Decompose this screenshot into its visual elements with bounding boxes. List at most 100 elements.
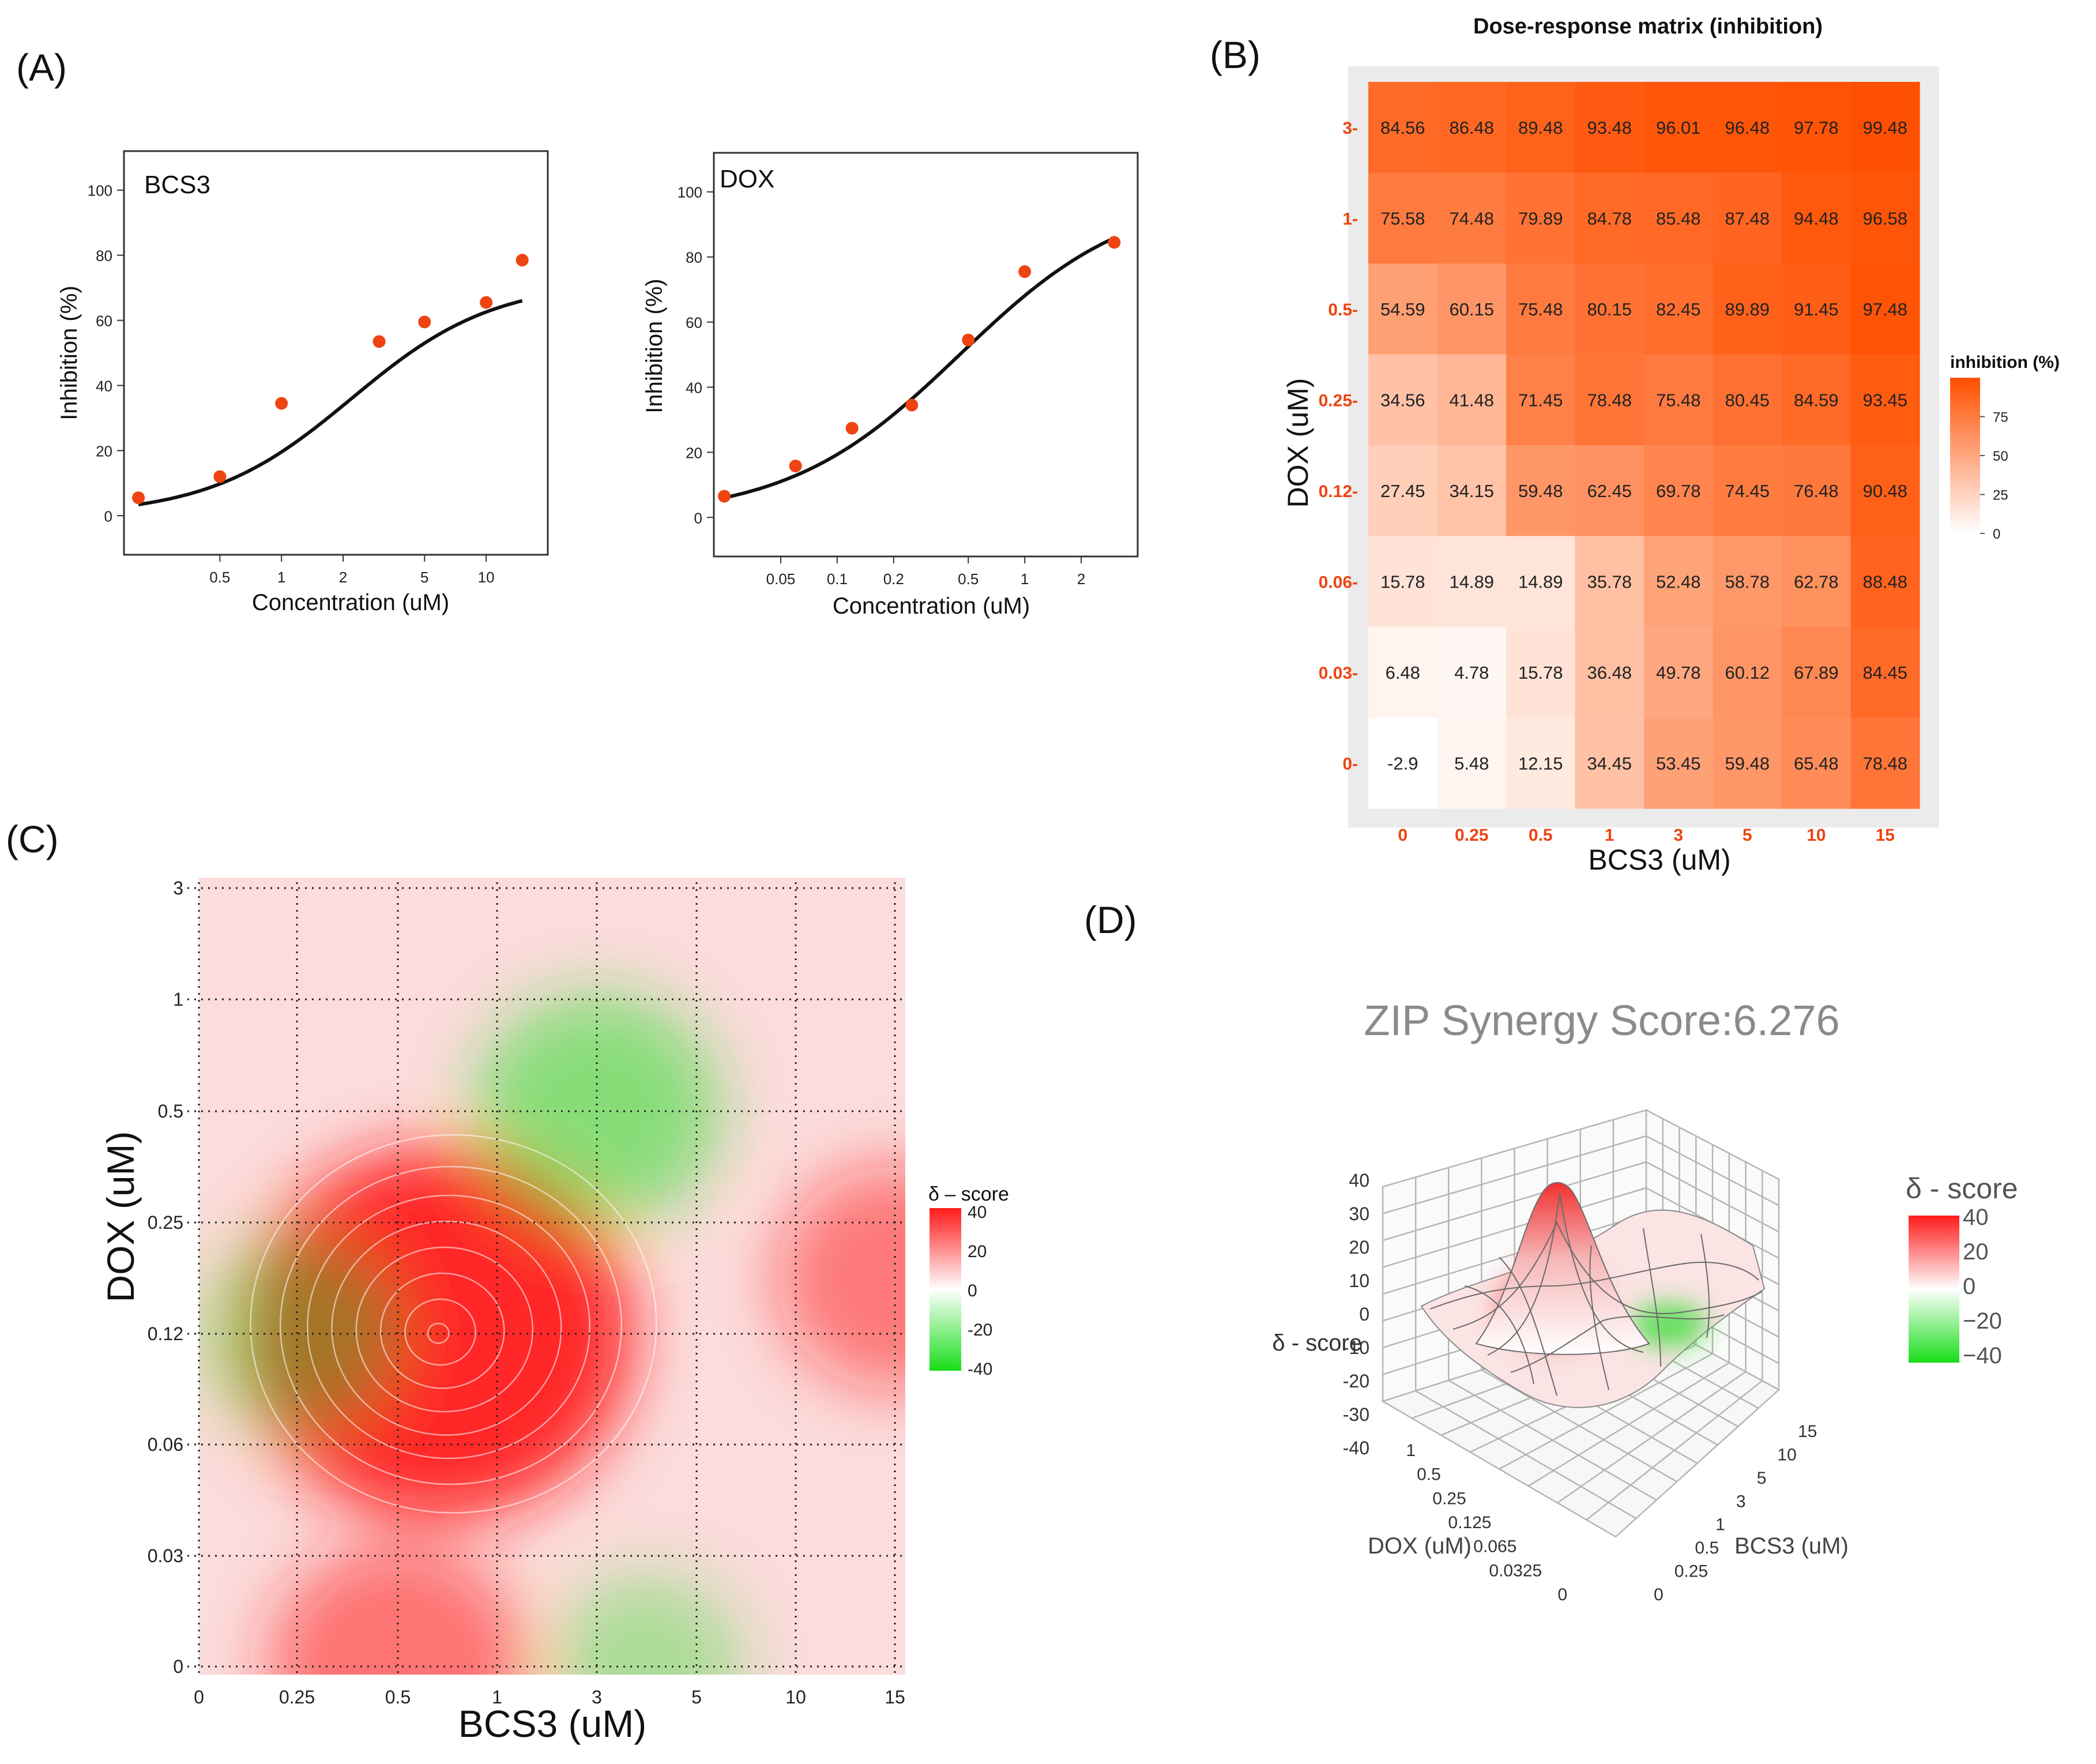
heatmap-cell bbox=[1575, 445, 1645, 537]
cell-value: 4.78 bbox=[1454, 663, 1489, 683]
legend: inhibition (%) 75 50 25 0 bbox=[1950, 353, 2060, 542]
cell-value: 27.45 bbox=[1380, 481, 1425, 501]
dox-tick-labels: 0 0.0325 0.065 0.125 0.25 0.51 bbox=[1406, 1441, 1567, 1604]
x-tick-label: 5 bbox=[691, 1687, 702, 1707]
cell-value: 99.48 bbox=[1862, 118, 1907, 138]
y-tick-label: 20 bbox=[96, 442, 112, 460]
cell-value: 52.48 bbox=[1656, 571, 1701, 592]
heatmap-cell bbox=[1713, 627, 1782, 719]
heatmap-cell bbox=[1506, 536, 1576, 627]
x-tick-label: 0.5 bbox=[958, 570, 979, 588]
contour-line bbox=[427, 1322, 450, 1344]
mesh-line bbox=[1452, 1221, 1762, 1330]
x-tick-label: 15 bbox=[1876, 826, 1895, 845]
heatmap-cell bbox=[1850, 172, 1920, 264]
legend-tick-label: −40 bbox=[1963, 1343, 2002, 1368]
cell-value: 96.48 bbox=[1725, 118, 1770, 138]
cell-value: 74.48 bbox=[1449, 208, 1494, 228]
z-tick-label: 10 bbox=[1349, 1270, 1369, 1291]
y-tick-label: 3 bbox=[173, 878, 183, 898]
cell-value: 69.78 bbox=[1656, 481, 1701, 501]
x-tick-label: 5 bbox=[1743, 826, 1752, 845]
cell-value: 76.48 bbox=[1794, 481, 1839, 501]
heatmap-cell bbox=[1850, 536, 1920, 627]
heatmap-cell bbox=[1644, 536, 1714, 627]
legend-title: inhibition (%) bbox=[1950, 353, 2060, 372]
heatmap-cell bbox=[1782, 717, 1852, 809]
y-tick-label: 0.06- bbox=[1319, 573, 1358, 592]
contour-line bbox=[250, 1134, 657, 1514]
legend-tick-label: 20 bbox=[968, 1242, 987, 1261]
heatmap-cell bbox=[1850, 717, 1920, 809]
y-tick-label: 0.06 bbox=[148, 1434, 183, 1455]
data-points bbox=[132, 254, 529, 505]
x-axis-label: BCS3 (uM) bbox=[458, 1702, 646, 1745]
cell-value: 80.15 bbox=[1587, 299, 1632, 319]
x-tick-labels: 0 0.25 0.5 1 3 5 10 15 bbox=[1398, 826, 1895, 845]
heatmap-cell bbox=[1437, 82, 1507, 174]
heatmap-cell bbox=[1850, 354, 1920, 446]
mesh-line bbox=[1700, 1233, 1710, 1338]
panel-label-d: (D) bbox=[1084, 898, 1137, 941]
y-tick-label: 0- bbox=[1342, 754, 1358, 773]
cell-value: 93.48 bbox=[1587, 118, 1632, 138]
y-axis-label: Inhibition (%) bbox=[642, 279, 667, 413]
z-tick-label: -20 bbox=[1343, 1371, 1369, 1391]
cell-value: 12.15 bbox=[1518, 753, 1563, 773]
cell-value: 62.45 bbox=[1587, 481, 1632, 501]
synergy-contour-map: 0 0.25 0.5 1 3 5 10 15 3 1 0.5 0.25 0.12 0.06 0.03 0 B… bbox=[99, 878, 1009, 1745]
antagonism-spot bbox=[550, 1575, 743, 1675]
chart-title: ZIP Synergy Score:6.276 bbox=[1364, 996, 1839, 1044]
legend-tick-label: 0 bbox=[1993, 526, 2000, 542]
heatmap-cell bbox=[1368, 445, 1438, 537]
heatmap-cell bbox=[1782, 264, 1852, 355]
heatmap-cell bbox=[1644, 82, 1714, 174]
heatmap-cell bbox=[1644, 172, 1714, 264]
z-tick-label: -30 bbox=[1343, 1404, 1369, 1425]
data-points bbox=[718, 236, 1121, 503]
heatmap-cell bbox=[1368, 172, 1438, 264]
chart-title: BCS3 bbox=[144, 171, 210, 199]
x-tick-label: 3 bbox=[1673, 826, 1683, 845]
cell-value: 6.48 bbox=[1386, 663, 1420, 683]
heatmap-cell bbox=[1850, 445, 1920, 537]
wall-grid-line bbox=[1382, 1187, 1647, 1268]
heatmap-cell bbox=[1506, 354, 1576, 446]
legend: δ – score 40 20 0 -20 -40 bbox=[928, 1183, 1009, 1379]
x-ticks: 0.5 1 2 5 10 bbox=[209, 555, 495, 586]
heatmap-cell bbox=[1850, 264, 1920, 355]
x-tick-labels: 0 0.25 0.5 1 3 5 10 15 bbox=[194, 1687, 905, 1707]
dox-tick-label: 0.065 bbox=[1473, 1537, 1517, 1556]
cell-value: 34.15 bbox=[1449, 481, 1494, 501]
y-tick-label: 0.12- bbox=[1319, 482, 1358, 501]
contour-line bbox=[379, 1272, 505, 1389]
cell-value: 35.78 bbox=[1587, 571, 1632, 592]
chart-title: Dose-response matrix (inhibition) bbox=[1473, 14, 1823, 39]
y-ticks: 0 20 40 60 80 100 bbox=[88, 182, 124, 525]
cell-value: 49.78 bbox=[1656, 663, 1701, 683]
y-tick-label: 60 bbox=[96, 313, 112, 330]
contour-lines bbox=[250, 1134, 657, 1514]
x-axis-label: Concentration (uM) bbox=[252, 590, 449, 615]
cell-value: 41.48 bbox=[1449, 390, 1494, 410]
heatmap-cell bbox=[1644, 445, 1714, 537]
legend-tick-label: -40 bbox=[968, 1360, 992, 1379]
heatmap-cell bbox=[1506, 82, 1576, 174]
legend-tick-label: 75 bbox=[1993, 410, 2008, 426]
y-axis-label: Inhibition (%) bbox=[57, 285, 82, 420]
wall-grid-line bbox=[1382, 1213, 1647, 1295]
data-point bbox=[132, 491, 145, 505]
heatmap-cell bbox=[1575, 536, 1645, 627]
x-tick-label: 1 bbox=[492, 1687, 502, 1707]
z-tick-label: 40 bbox=[1349, 1170, 1369, 1191]
wall-grid-line bbox=[1382, 1135, 1647, 1214]
x-tick-label: 0.25 bbox=[1455, 826, 1488, 845]
x-tick-label: 0.05 bbox=[766, 570, 796, 588]
y-tick-label: 20 bbox=[686, 444, 702, 461]
mesh-line bbox=[1643, 1228, 1661, 1367]
legend-tick-label: -20 bbox=[968, 1321, 992, 1340]
bcs3-tick-label: 15 bbox=[1798, 1422, 1817, 1441]
x-tick-label: 0.2 bbox=[883, 570, 904, 588]
cell-value: 36.48 bbox=[1587, 663, 1632, 683]
